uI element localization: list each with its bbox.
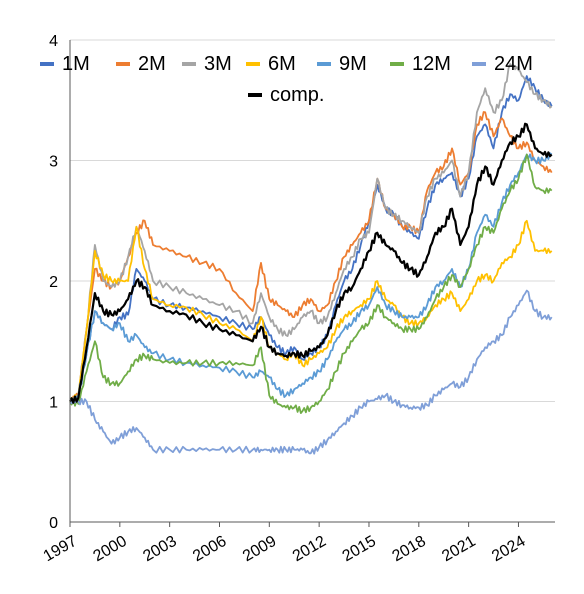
legend: 1M 2M 3M 6M 9M 12M 24M comp. [40,53,533,106]
y-tick-label: 1 [49,395,58,412]
series-line-12M [69,153,553,414]
x-tick-label: 1997 [41,533,80,566]
x-tick-label: 2021 [439,533,478,566]
x-tick-label: 2012 [290,533,329,566]
series-line-9M [69,152,553,402]
x-tick-label: 2003 [140,533,179,566]
legend-label: 1M [62,53,90,75]
series-line-comp [69,122,553,404]
axes [69,40,555,527]
y-tick-label: 4 [49,33,58,50]
y-axis-ticks: 0 1 2 3 4 [49,33,58,532]
x-tick-label: 2009 [240,533,279,566]
legend-label: 3M [204,53,232,75]
series-line-1M [69,75,553,403]
x-axis-ticks: 1997 2000 2003 2006 2009 2012 2015 2018 2021 2024 [41,533,529,566]
legend-label: 2M [138,53,166,75]
series-line-3M [69,63,553,403]
x-tick-label: 2015 [340,533,379,566]
legend-label: 24M [494,53,533,75]
legend-label: 12M [412,53,451,75]
series-line-24M [69,289,553,455]
legend-label: comp. [270,84,324,106]
series-line-2M [69,111,553,404]
x-tick-label: 2024 [489,533,528,566]
x-tick-label: 2006 [190,533,229,566]
y-tick-label: 2 [49,274,58,291]
y-tick-label: 0 [49,515,58,532]
series-line-6M [69,219,553,403]
x-tick-label: 2000 [91,533,130,566]
series-lines [69,63,553,455]
legend-label: 9M [339,53,367,75]
x-tick-label: 2018 [389,533,428,566]
legend-label: 6M [268,53,296,75]
y-tick-label: 3 [49,154,58,171]
gridlines [70,39,555,402]
